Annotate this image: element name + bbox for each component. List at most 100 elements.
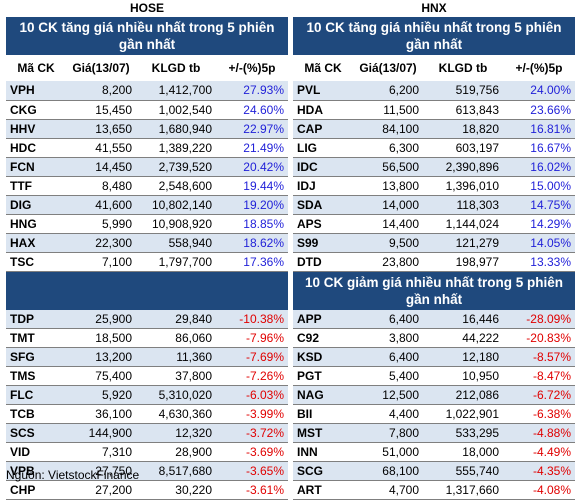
avg-volume: 10,802,140 bbox=[136, 195, 216, 214]
change-percent: -3.69% bbox=[216, 443, 288, 462]
stock-symbol: INN bbox=[293, 443, 353, 462]
change-percent: -7.96% bbox=[216, 329, 288, 348]
price: 22,300 bbox=[66, 233, 136, 252]
price: 14,000 bbox=[353, 195, 423, 214]
hose-gainers-banner: 10 CK tăng giá nhiều nhất trong 5 phiên … bbox=[6, 17, 288, 55]
stock-symbol: CHP bbox=[6, 481, 66, 500]
stock-symbol: APS bbox=[293, 214, 353, 233]
price: 15,450 bbox=[66, 100, 136, 119]
change-percent: 18.62% bbox=[216, 233, 288, 252]
price: 56,500 bbox=[353, 157, 423, 176]
stock-symbol: NAG bbox=[293, 386, 353, 405]
col-header-change: +/-(%)5p bbox=[216, 55, 288, 81]
avg-volume: 603,197 bbox=[423, 138, 503, 157]
price: 5,990 bbox=[66, 214, 136, 233]
stock-symbol: MST bbox=[293, 424, 353, 443]
avg-volume: 533,295 bbox=[423, 424, 503, 443]
stock-symbol: HNG bbox=[6, 214, 66, 233]
change-percent: -3.61% bbox=[216, 481, 288, 500]
hose-panel: HOSE 10 CK tăng giá nhiều nhất trong 5 p… bbox=[6, 0, 288, 500]
change-percent: -7.69% bbox=[216, 348, 288, 367]
avg-volume: 30,220 bbox=[136, 481, 216, 500]
change-percent: -4.35% bbox=[503, 462, 575, 481]
change-percent: -4.88% bbox=[503, 424, 575, 443]
stock-symbol: SDA bbox=[293, 195, 353, 214]
stock-symbol: SCS bbox=[6, 424, 66, 443]
price: 27,200 bbox=[66, 481, 136, 500]
stock-symbol: IDJ bbox=[293, 176, 353, 195]
avg-volume: 613,843 bbox=[423, 100, 503, 119]
stock-symbol: TCB bbox=[6, 405, 66, 424]
hnx-header-row: Mã CK Giá(13/07) KLGD tb +/-(%)5p bbox=[293, 55, 575, 81]
change-percent: 17.36% bbox=[216, 252, 288, 271]
avg-volume: 28,900 bbox=[136, 443, 216, 462]
price: 23,800 bbox=[353, 252, 423, 271]
price: 8,200 bbox=[66, 81, 136, 100]
price: 7,100 bbox=[66, 252, 136, 271]
stock-symbol: SFG bbox=[6, 348, 66, 367]
price: 7,310 bbox=[66, 443, 136, 462]
stock-symbol: TMT bbox=[6, 329, 66, 348]
col-header-volume: KLGD tb bbox=[136, 55, 216, 81]
hnx-panel: HNX 10 CK tăng giá nhiều nhất trong 5 ph… bbox=[293, 0, 575, 500]
avg-volume: 18,820 bbox=[423, 119, 503, 138]
avg-volume: 1,412,700 bbox=[136, 81, 216, 100]
price: 36,100 bbox=[66, 405, 136, 424]
col-header-change: +/-(%)5p bbox=[503, 55, 575, 81]
stock-symbol: S99 bbox=[293, 233, 353, 252]
price: 18,500 bbox=[66, 329, 136, 348]
change-percent: -4.08% bbox=[503, 481, 575, 500]
price: 75,400 bbox=[66, 367, 136, 386]
price: 7,800 bbox=[353, 424, 423, 443]
change-percent: -28.09% bbox=[503, 310, 575, 329]
stock-symbol: FCN bbox=[6, 157, 66, 176]
change-percent: 16.67% bbox=[503, 138, 575, 157]
avg-volume: 86,060 bbox=[136, 329, 216, 348]
change-percent: -6.38% bbox=[503, 405, 575, 424]
price: 14,450 bbox=[66, 157, 136, 176]
avg-volume: 1,389,220 bbox=[136, 138, 216, 157]
hnx-gainers-banner: 10 CK tăng giá nhiều nhất trong 5 phiên … bbox=[293, 17, 575, 55]
change-percent: 24.60% bbox=[216, 100, 288, 119]
stock-symbol: C92 bbox=[293, 329, 353, 348]
hose-losers-banner bbox=[6, 272, 288, 310]
avg-volume: 212,086 bbox=[423, 386, 503, 405]
avg-volume: 1,002,540 bbox=[136, 100, 216, 119]
change-percent: 20.42% bbox=[216, 157, 288, 176]
stock-symbol: PVL bbox=[293, 81, 353, 100]
change-percent: 19.20% bbox=[216, 195, 288, 214]
price: 68,100 bbox=[353, 462, 423, 481]
price: 41,600 bbox=[66, 195, 136, 214]
stock-symbol: TTF bbox=[6, 176, 66, 195]
avg-volume: 519,756 bbox=[423, 81, 503, 100]
col-header-symbol: Mã CK bbox=[6, 55, 66, 81]
avg-volume: 8,517,680 bbox=[136, 462, 216, 481]
col-header-price: Giá(13/07) bbox=[66, 55, 136, 81]
avg-volume: 555,740 bbox=[423, 462, 503, 481]
